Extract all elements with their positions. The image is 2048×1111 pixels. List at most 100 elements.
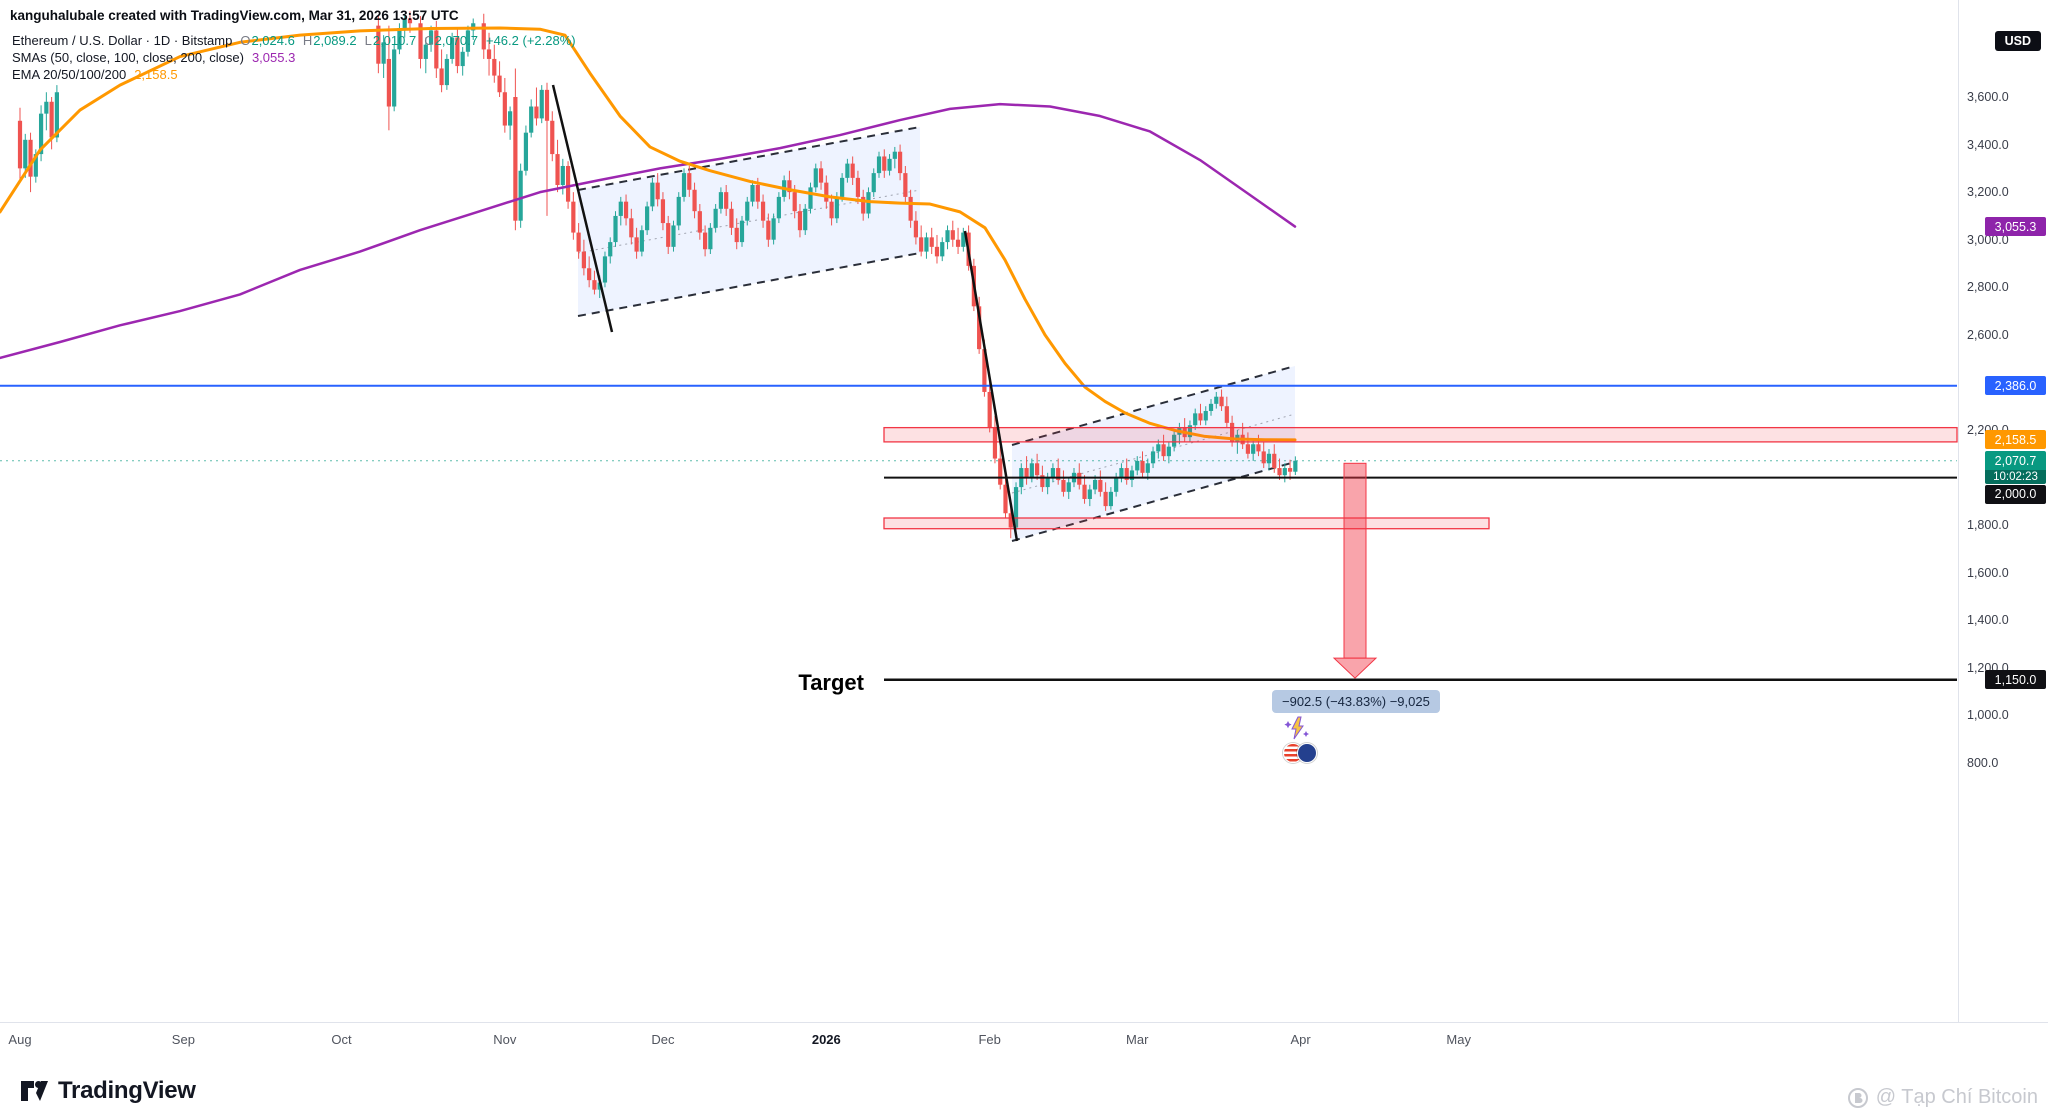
flag-channel-upper-line[interactable]: [1011, 365, 1296, 446]
candle-body: [1108, 491, 1113, 507]
lightning-sparkle-icon[interactable]: [1284, 715, 1310, 741]
price-axis[interactable]: USD 3,600.0 3,400.0 3,200.0 3,000.0 2,800.0 2…: [1958, 0, 2048, 1022]
candle-body: [444, 58, 449, 86]
candle-body: [1172, 434, 1177, 447]
candle-body: [1214, 396, 1219, 404]
candle-body: [423, 44, 428, 59]
candle-body: [1187, 425, 1193, 438]
candle-body: [1061, 479, 1066, 492]
candle-body: [776, 196, 781, 219]
candle-body: [492, 58, 497, 76]
currency-toggle[interactable]: USD: [1994, 31, 2041, 51]
tradingview-logo[interactable]: TradingView: [20, 1077, 196, 1105]
candle-body: [671, 225, 676, 247]
candle-body: [1266, 453, 1272, 464]
price-tick-label: 1,000.0: [1967, 708, 2009, 723]
candle-body: [1193, 413, 1198, 426]
candle-body: [1008, 513, 1013, 528]
candle-body: [1077, 472, 1082, 485]
time-tick-label: Apr: [1290, 1032, 1311, 1047]
symbol-legend-row[interactable]: Ethereum / U.S. Dollar · 1D · Bitstamp O…: [12, 33, 576, 49]
candle-body: [376, 25, 381, 64]
candle-body: [840, 177, 845, 197]
target-label[interactable]: Target: [798, 670, 864, 695]
candle-body: [897, 151, 903, 174]
candle-body: [550, 120, 555, 155]
price-zone[interactable]: [883, 426, 1958, 443]
candle-body: [518, 170, 523, 221]
candle-body: [23, 139, 28, 169]
candle-body: [1272, 453, 1277, 469]
time-tick-label: May: [1446, 1032, 1471, 1047]
candle-body: [955, 239, 961, 247]
candle-body: [544, 89, 550, 121]
candle-body: [1114, 477, 1119, 492]
ema-line: [0, 26, 1297, 442]
candle-body: [1124, 468, 1129, 480]
candle-body: [539, 89, 544, 119]
flag-channel-lower-line[interactable]: [1011, 461, 1296, 542]
candle-body: [597, 282, 602, 290]
price-tick-label: 2,600.0: [1967, 327, 2009, 342]
candle-body: [608, 242, 613, 257]
candle-body: [940, 242, 945, 257]
candle-body: [623, 201, 629, 219]
candle-body: [771, 218, 776, 240]
candle-body: [977, 306, 982, 350]
tradingview-logo-icon: [21, 1081, 48, 1101]
price-axis-badge: 1,150.0: [1985, 670, 2046, 690]
price-zone[interactable]: [883, 517, 1490, 530]
candle-body: [428, 30, 434, 45]
sma-label: SMAs (50, close, 100, close, 200, close): [12, 50, 244, 65]
candle-body: [797, 211, 803, 231]
candle-body: [650, 182, 655, 207]
candle-body: [460, 51, 465, 67]
flag-channel-lower-line[interactable]: [577, 252, 921, 317]
candle-body: [1224, 406, 1229, 423]
candle-body: [1013, 487, 1019, 528]
low-value: 2,010.7: [372, 33, 417, 48]
candle-body: [750, 185, 755, 202]
candle-body: [1150, 451, 1156, 464]
candle-body: [392, 49, 397, 107]
projection-arrow-shaft[interactable]: [1343, 462, 1367, 659]
candle-body: [1208, 403, 1214, 411]
candle-body: [381, 42, 386, 64]
candle-body: [803, 208, 808, 231]
candle-body: [1029, 463, 1034, 478]
candle-body: [687, 173, 692, 190]
candle-body: [497, 75, 502, 93]
candle-body: [1082, 484, 1087, 499]
candle-body: [834, 196, 839, 219]
eu-flag-icon: [1297, 743, 1317, 763]
ema-value: 2,158.5: [134, 67, 178, 82]
economic-event-flags[interactable]: [1283, 743, 1317, 763]
candle-body: [818, 168, 824, 183]
flag-channel-upper-line[interactable]: [577, 126, 921, 191]
candle-body: [824, 182, 829, 202]
price-axis-badge: 2,000.0: [1985, 484, 2046, 504]
ema-legend-row[interactable]: EMA 20/50/100/200 2,158.5: [12, 67, 576, 83]
candle-body: [1198, 413, 1203, 421]
projection-arrow-head[interactable]: [1332, 657, 1378, 679]
candle-body: [481, 23, 486, 50]
candle-body: [33, 154, 38, 177]
candle-body: [1140, 460, 1145, 473]
candle-body: [407, 18, 413, 24]
candle-body: [724, 192, 729, 209]
chart-canvas[interactable]: [0, 0, 1958, 1022]
sma-legend-row[interactable]: SMAs (50, close, 100, close, 200, close)…: [12, 50, 576, 66]
trend-line[interactable]: [963, 230, 1019, 542]
time-axis[interactable]: Aug Sep Oct Nov Dec 2026 Feb Mar Apr May: [0, 1022, 2048, 1057]
candle-body: [1024, 468, 1029, 478]
trend-line[interactable]: [551, 84, 614, 333]
candle-body: [17, 120, 23, 169]
price-range-label[interactable]: −902.5 (−43.83%) −9,025: [1272, 690, 1440, 713]
price-tick-label: 3,600.0: [1967, 90, 2009, 104]
candle-body: [386, 58, 391, 107]
candle-body: [961, 232, 966, 247]
candle-body: [1293, 460, 1298, 472]
candle-body: [1287, 468, 1293, 472]
candle-body: [813, 168, 818, 188]
candle-body: [1129, 470, 1135, 480]
